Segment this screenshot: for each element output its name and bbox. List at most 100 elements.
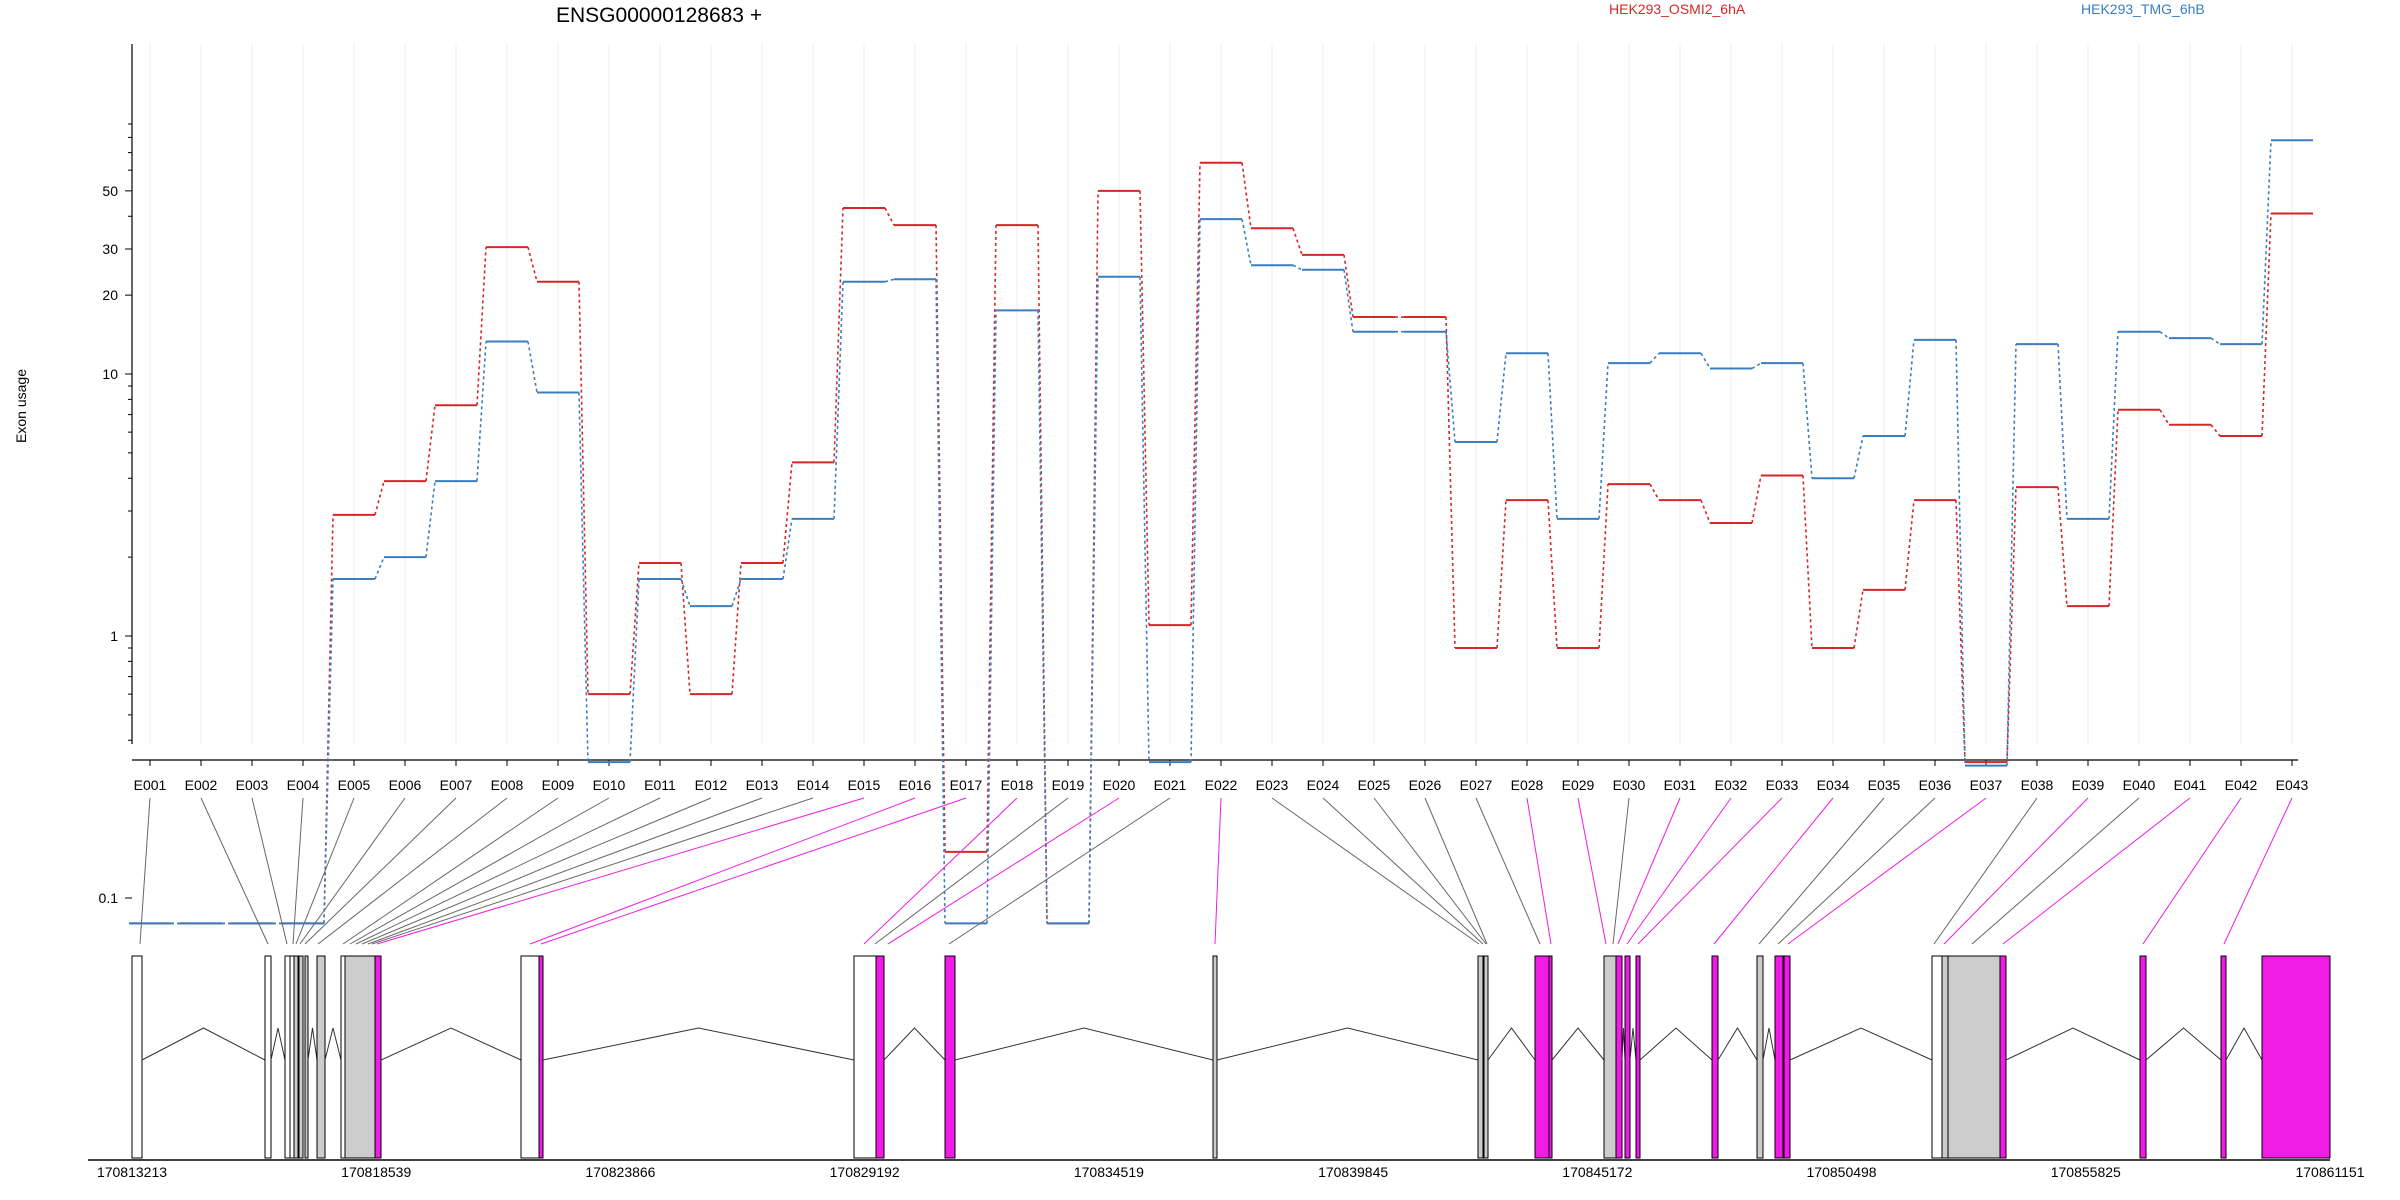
exon-connector (529, 797, 916, 945)
y-axis-label: Exon usage (13, 369, 29, 443)
exon-box (1534, 955, 1550, 1159)
exon-connector (1777, 797, 1936, 945)
x-tick-label: E006 (389, 777, 422, 793)
exon-connector (1713, 797, 1834, 945)
exon-connector (367, 797, 763, 945)
exon-box (1603, 955, 1617, 1159)
intron-line (1717, 1027, 1758, 1061)
exon-box (304, 955, 309, 1159)
x-tick-label: E040 (2123, 777, 2156, 793)
exon-connector (376, 797, 865, 945)
intron-line (542, 1027, 855, 1061)
x-tick-label: E004 (287, 777, 320, 793)
exon-connector (292, 797, 304, 945)
exon-connector (1637, 797, 1783, 945)
genome-tick-label: 170839845 (1318, 1164, 1388, 1180)
exon-connector (1971, 797, 2140, 945)
x-tick-label: E031 (1664, 777, 1697, 793)
intron-line (324, 1027, 342, 1061)
exon-box (1624, 955, 1631, 1159)
exon-box (1999, 955, 2007, 1159)
exon-connector (1322, 797, 1484, 945)
x-tick-label: E033 (1766, 777, 1799, 793)
exon-connector (317, 797, 508, 945)
exon-box (875, 955, 885, 1159)
exon-box (289, 955, 295, 1159)
exon-box (538, 955, 544, 1159)
exon-connector (1577, 797, 1607, 945)
y-tick-label: 10 (102, 366, 118, 382)
intron-line (1639, 1027, 1713, 1061)
exon-connector (299, 797, 406, 945)
x-tick-label: E009 (542, 777, 575, 793)
x-tick-label: E023 (1256, 777, 1289, 793)
series-connector (171, 140, 2272, 925)
y-tick-label: 0.1 (99, 890, 119, 906)
intron-line (307, 1027, 318, 1061)
intron-line (954, 1027, 1214, 1061)
x-tick-label: E007 (440, 777, 473, 793)
exon-connector (1214, 797, 1222, 945)
x-tick-label: E012 (695, 777, 728, 793)
intron-line (1789, 1027, 1933, 1061)
exon-connector (1373, 797, 1487, 945)
genome-tick-label: 170834519 (1074, 1164, 1144, 1180)
exon-box (1947, 955, 2001, 1159)
exon-connector (1612, 797, 1630, 945)
exon-box (1711, 955, 1719, 1159)
x-tick-label: E002 (185, 777, 218, 793)
exon-box (344, 955, 376, 1159)
x-tick-label: E003 (236, 777, 269, 793)
x-tick-label: E027 (1460, 777, 1493, 793)
genome-tick-label: 170845172 (1562, 1164, 1632, 1180)
exon-box (944, 955, 956, 1159)
exon-box (1774, 955, 1784, 1159)
exon-box (1477, 955, 1484, 1159)
exon-connector (349, 797, 610, 945)
exon-box (1941, 955, 1949, 1159)
x-tick-label: E032 (1715, 777, 1748, 793)
x-tick-label: E042 (2225, 777, 2258, 793)
exon-box (1783, 955, 1791, 1159)
x-tick-label: E026 (1409, 777, 1442, 793)
exon-connector (1787, 797, 1987, 945)
intron-line (1762, 1027, 1776, 1061)
exon-box (520, 955, 540, 1159)
x-tick-label: E043 (2276, 777, 2309, 793)
intron-line (1487, 1027, 1536, 1061)
x-tick-label: E018 (1001, 777, 1034, 793)
exon-connector (874, 797, 1069, 945)
genome-tick-label: 170823866 (585, 1164, 655, 1180)
series-lines (129, 139, 2313, 925)
exon-connector (295, 797, 355, 945)
genome-tick-label: 170818539 (341, 1164, 411, 1180)
exon-box (1635, 955, 1641, 1159)
exon-connector (1943, 797, 2089, 945)
exon-connector (139, 797, 151, 945)
x-tick-label: E019 (1052, 777, 1085, 793)
x-tick-label: E035 (1868, 777, 1901, 793)
exon-box (131, 955, 143, 1159)
vertical-grid (149, 44, 2293, 744)
exon-box (2220, 955, 2227, 1159)
x-tick-label: E008 (491, 777, 524, 793)
exon-box (1483, 955, 1489, 1159)
exon-box (1756, 955, 1764, 1159)
legend-series-osmi2: HEK293_OSMI2_6hA (1609, 1, 1746, 17)
intron-line (270, 1027, 286, 1061)
x-tick-label: E028 (1511, 777, 1544, 793)
genome-tick-label: 170829192 (830, 1164, 900, 1180)
exon-box (1212, 955, 1218, 1159)
exon-box (2139, 955, 2147, 1159)
exon-box (316, 955, 326, 1159)
x-tick-label: E017 (950, 777, 983, 793)
intron-line (2225, 1026, 2263, 1061)
exon-connector (948, 797, 1171, 945)
exon-box (853, 955, 877, 1159)
exon-connector (1617, 797, 1681, 945)
y-tick-label: 50 (102, 183, 118, 199)
exon-connector (540, 797, 967, 945)
x-tick-label: E014 (797, 777, 830, 793)
exon-connector (1475, 797, 1541, 945)
intron-line (1629, 1027, 1637, 1061)
